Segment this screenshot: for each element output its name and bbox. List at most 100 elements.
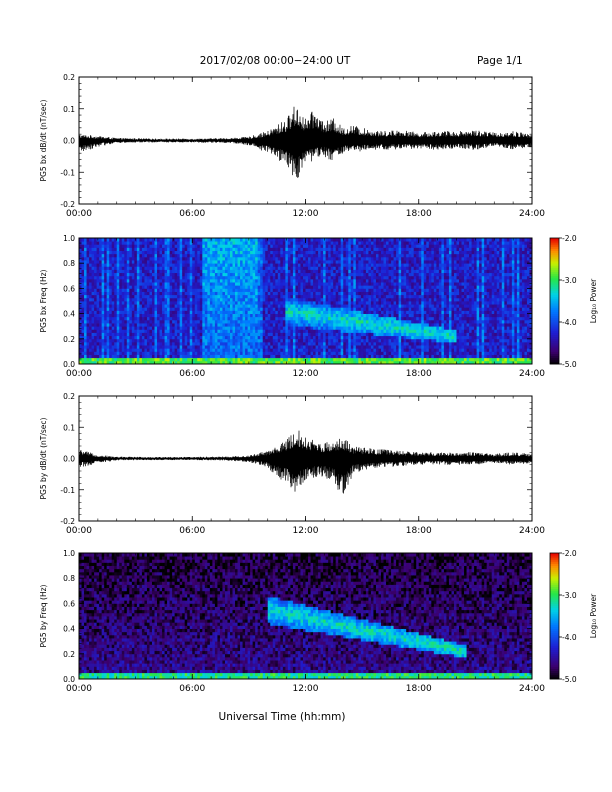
heatmap-cell: [388, 238, 392, 242]
heatmap-cell: [232, 244, 236, 248]
heatmap-cell: [270, 360, 274, 365]
heatmap-cell: [124, 323, 128, 327]
heatmap-cell: [134, 332, 138, 337]
heatmap-cell: [318, 316, 321, 321]
heatmap-cell: [235, 263, 238, 267]
heatmap-cell: [197, 345, 201, 349]
heatmap-cell: [383, 332, 387, 337]
heatmap-cell: [146, 291, 150, 296]
heatmap-cell: [167, 291, 170, 296]
heatmap-cell: [99, 241, 103, 245]
heatmap-cell: [315, 319, 319, 324]
heatmap-cell: [280, 307, 284, 311]
heatmap-cell: [149, 323, 153, 327]
heatmap-cell: [212, 250, 216, 255]
heatmap-cell: [313, 348, 316, 352]
heatmap-cell: [174, 291, 178, 296]
heatmap-cell: [212, 272, 216, 277]
heatmap-cell: [365, 282, 369, 286]
heatmap-cell: [222, 316, 226, 321]
heatmap-cell: [275, 360, 279, 365]
heatmap-cell: [162, 332, 165, 337]
heatmap-cell: [169, 253, 173, 258]
heatmap-cell: [182, 310, 186, 314]
heatmap-cell: [116, 241, 120, 245]
heatmap-cell: [169, 278, 173, 283]
heatmap-cell: [295, 291, 299, 296]
heatmap-cell: [154, 345, 158, 349]
heatmap-cell: [388, 326, 392, 330]
heatmap-cell: [91, 338, 95, 343]
heatmap-cell: [101, 272, 105, 277]
heatmap-cell: [260, 345, 264, 349]
heatmap-cell: [162, 335, 165, 340]
heatmap-cell: [270, 278, 274, 283]
heatmap-cell: [270, 294, 274, 299]
heatmap-cell: [182, 238, 186, 242]
heatmap-cell: [252, 338, 256, 343]
heatmap-cell: [202, 285, 206, 289]
heatmap-cell: [287, 304, 291, 308]
heatmap-cell: [391, 335, 394, 340]
heatmap-cell: [370, 266, 374, 270]
heatmap-cell: [370, 307, 374, 311]
heatmap-cell: [290, 316, 294, 321]
heatmap-cell: [230, 294, 233, 299]
heatmap-cell: [340, 272, 344, 277]
heatmap-cell: [131, 341, 135, 346]
heatmap-cell: [89, 304, 92, 308]
heatmap-cell: [242, 250, 246, 255]
heatmap-cell: [290, 278, 294, 283]
heatmap-cell: [340, 238, 344, 242]
heatmap-cell: [323, 263, 327, 267]
heatmap-cell: [177, 354, 181, 359]
heatmap-cell: [280, 354, 284, 359]
heatmap-cell: [247, 288, 251, 292]
heatmap-cell: [204, 297, 208, 302]
heatmap-cell: [318, 253, 321, 258]
heatmap-cell: [297, 307, 301, 311]
heatmap-cell: [212, 319, 216, 324]
heatmap-cell: [315, 244, 319, 248]
heatmap-cell: [184, 260, 188, 264]
heatmap-cell: [144, 341, 148, 346]
heatmap-cell: [219, 319, 223, 324]
heatmap-cell: [375, 241, 379, 245]
heatmap-cell: [139, 256, 143, 261]
heatmap-cell: [328, 247, 332, 251]
heatmap-cell: [192, 260, 196, 264]
heatmap-cell: [197, 269, 201, 274]
heatmap-cell: [84, 278, 87, 283]
y-tick-label: 0.1: [63, 105, 75, 114]
heatmap-cell: [91, 269, 95, 274]
heatmap-cell: [260, 354, 264, 359]
heatmap-cell: [182, 244, 186, 248]
heatmap-cell: [162, 348, 165, 352]
heatmap-cell: [144, 263, 148, 267]
heatmap-cell: [204, 307, 208, 311]
heatmap-cell: [101, 260, 105, 264]
heatmap-cell: [119, 301, 123, 305]
heatmap-cell: [154, 282, 158, 286]
heatmap-cell: [386, 288, 389, 292]
heatmap-cell: [116, 310, 120, 314]
heatmap-cell: [320, 338, 324, 343]
heatmap-cell: [315, 266, 319, 270]
heatmap-cell: [297, 250, 301, 255]
heatmap-cell: [365, 338, 369, 343]
heatmap-cell: [121, 278, 125, 283]
heatmap-cell: [106, 313, 110, 318]
heatmap-cell: [204, 326, 208, 330]
heatmap-cell: [219, 253, 223, 258]
heatmap-cell: [179, 332, 183, 337]
heatmap-cell: [179, 351, 183, 355]
heatmap-cell: [146, 351, 150, 355]
heatmap-cell: [255, 285, 259, 289]
heatmap-cell: [154, 310, 158, 314]
heatmap-cell: [340, 360, 344, 365]
heatmap-cell: [237, 345, 241, 349]
heatmap-cell: [182, 278, 186, 283]
heatmap-cell: [162, 345, 165, 349]
heatmap-cell: [139, 338, 143, 343]
heatmap-cell: [292, 301, 296, 305]
